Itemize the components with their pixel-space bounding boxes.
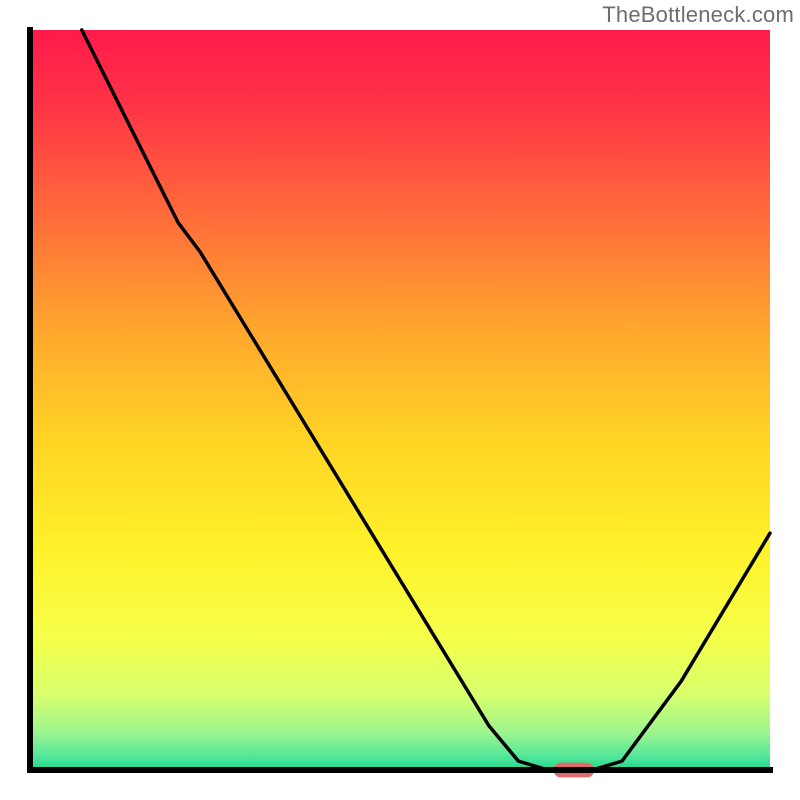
watermark-text: TheBottleneck.com — [602, 2, 794, 28]
chart-svg — [0, 0, 800, 800]
bottleneck-chart: TheBottleneck.com — [0, 0, 800, 800]
chart-background — [30, 30, 770, 770]
